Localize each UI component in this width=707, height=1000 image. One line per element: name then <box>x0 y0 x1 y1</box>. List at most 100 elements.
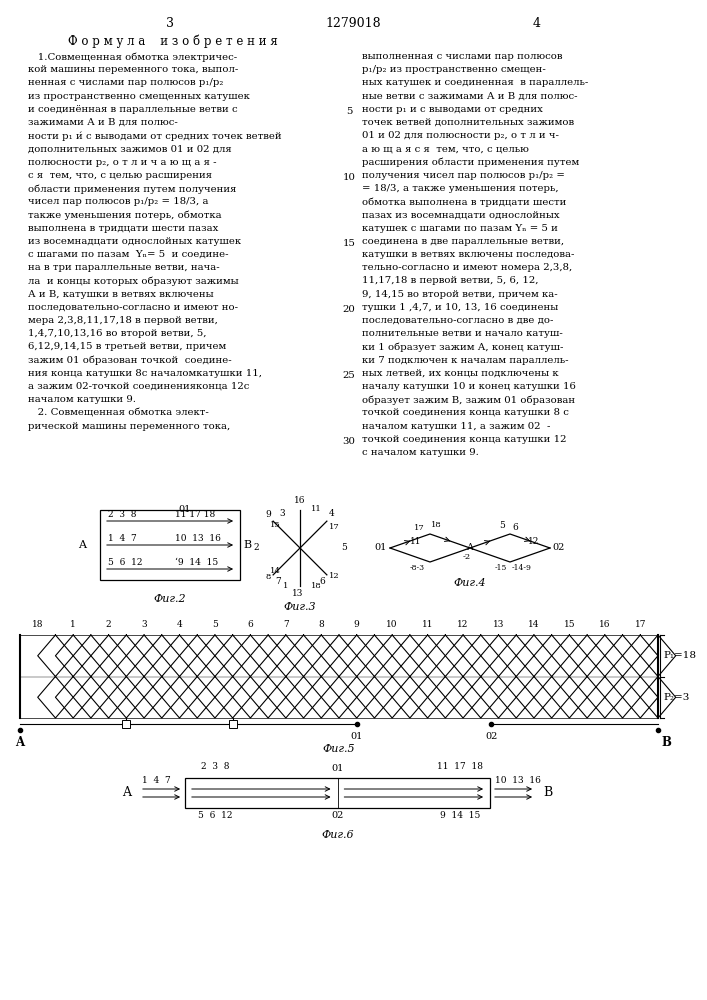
Text: 1  4  7: 1 4 7 <box>108 534 136 543</box>
Text: 6: 6 <box>512 523 518 532</box>
Text: 5: 5 <box>212 620 218 629</box>
Text: 4: 4 <box>177 620 182 629</box>
Text: 8: 8 <box>318 620 324 629</box>
Text: пазах из восемнадцати однослойных: пазах из восемнадцати однослойных <box>362 210 560 219</box>
Text: с началом катушки 9.: с началом катушки 9. <box>362 448 479 457</box>
Text: из восемнадцати однослойных катушек: из восемнадцати однослойных катушек <box>28 237 241 246</box>
Text: 10: 10 <box>343 173 356 182</box>
Text: A: A <box>467 544 474 552</box>
Text: Фиг.2: Фиг.2 <box>153 594 187 604</box>
Text: 15: 15 <box>270 521 281 529</box>
Text: 10: 10 <box>387 620 398 629</box>
Text: 2: 2 <box>106 620 112 629</box>
Text: 20: 20 <box>343 305 356 314</box>
Text: ‘9  14  15: ‘9 14 15 <box>175 558 218 567</box>
Text: соединена в две параллельные ветви,: соединена в две параллельные ветви, <box>362 237 564 246</box>
Bar <box>228 720 237 728</box>
Text: 01: 01 <box>332 764 344 773</box>
Text: 9: 9 <box>266 510 271 519</box>
Text: B: B <box>661 736 671 749</box>
Text: P₁=18: P₁=18 <box>663 651 696 660</box>
Text: 12: 12 <box>329 572 339 580</box>
Text: 01: 01 <box>179 505 191 514</box>
Text: P₂=3: P₂=3 <box>663 693 689 702</box>
Text: 3: 3 <box>166 17 174 30</box>
Text: тушки 1 ,4,7, и 10, 13, 16 соединены: тушки 1 ,4,7, и 10, 13, 16 соединены <box>362 303 559 312</box>
Text: 11 17 18: 11 17 18 <box>175 510 215 519</box>
Text: Фиг.6: Фиг.6 <box>321 830 354 840</box>
Text: получения чисел пар полюсов p₁/p₂ =: получения чисел пар полюсов p₁/p₂ = <box>362 171 565 180</box>
Text: 1.Совмещенная обмотка электричес-: 1.Совмещенная обмотка электричес- <box>28 52 237 62</box>
Text: 1,4,7,10,13,16 во второй ветви, 5,: 1,4,7,10,13,16 во второй ветви, 5, <box>28 329 206 338</box>
Text: Фиг.5: Фиг.5 <box>322 744 356 754</box>
Text: 16: 16 <box>294 496 305 505</box>
Text: области применения путем получения: области применения путем получения <box>28 184 236 194</box>
Text: A: A <box>122 786 132 800</box>
Text: 3: 3 <box>141 620 147 629</box>
Text: 6: 6 <box>247 620 253 629</box>
Text: началом катушки 11, а зажим 02  -: началом катушки 11, а зажим 02 - <box>362 422 550 431</box>
Text: 12: 12 <box>457 620 469 629</box>
Text: 2  3  8: 2 3 8 <box>201 762 229 771</box>
Text: 14: 14 <box>270 567 281 575</box>
Text: ных катушек и соединенная  в параллель-: ных катушек и соединенная в параллель- <box>362 78 588 87</box>
Text: катушки в ветвях включены последова-: катушки в ветвях включены последова- <box>362 250 574 259</box>
Text: Ф о р м у л а    и з о б р е т е н и я: Ф о р м у л а и з о б р е т е н и я <box>68 35 278 48</box>
Text: точкой соединения конца катушки 8 с: точкой соединения конца катушки 8 с <box>362 408 569 417</box>
Text: последовательно-согласно в две до-: последовательно-согласно в две до- <box>362 316 554 325</box>
Text: полюсности p₂, о т л и ч а ю щ а я -: полюсности p₂, о т л и ч а ю щ а я - <box>28 158 216 167</box>
Text: тельно-согласно и имеют номера 2,3,8,: тельно-согласно и имеют номера 2,3,8, <box>362 263 572 272</box>
Text: ки 7 подключен к началам параллель-: ки 7 подключен к началам параллель- <box>362 356 568 365</box>
Text: 01 и 02 для полюсности p₂, о т л и ч-: 01 и 02 для полюсности p₂, о т л и ч- <box>362 131 559 140</box>
Text: 2  3  8: 2 3 8 <box>108 510 136 519</box>
Text: зажимами А и В для полюс-: зажимами А и В для полюс- <box>28 118 177 127</box>
Bar <box>122 720 130 728</box>
Text: 30: 30 <box>343 437 356 446</box>
Text: 5: 5 <box>346 107 352 116</box>
Text: -8-3: -8-3 <box>410 564 425 572</box>
Text: 15: 15 <box>563 620 575 629</box>
Text: 01: 01 <box>351 732 363 741</box>
Text: 16: 16 <box>599 620 611 629</box>
Bar <box>185 778 490 808</box>
Text: 13: 13 <box>292 589 304 598</box>
Text: кой машины переменного тока, выпол-: кой машины переменного тока, выпол- <box>28 65 238 74</box>
Text: 18: 18 <box>32 620 43 629</box>
Text: точкой соединения конца катушки 12: точкой соединения конца катушки 12 <box>362 435 566 444</box>
Text: расширения области применения путем: расширения области применения путем <box>362 158 579 167</box>
Text: на в три параллельные ветви, нача-: на в три параллельные ветви, нача- <box>28 263 220 272</box>
Text: = 18/3, а также уменьшения потерь,: = 18/3, а также уменьшения потерь, <box>362 184 559 193</box>
Text: 25: 25 <box>343 371 356 380</box>
Text: 01: 01 <box>375 544 387 552</box>
Text: 18: 18 <box>431 521 442 529</box>
Text: 6: 6 <box>319 577 325 586</box>
Text: 4: 4 <box>329 509 334 518</box>
Text: p₁/p₂ из пространственно смещен-: p₁/p₂ из пространственно смещен- <box>362 65 546 74</box>
Text: катушек с шагами по пазам Yₙ = 5 и: катушек с шагами по пазам Yₙ = 5 и <box>362 224 558 233</box>
Text: 13: 13 <box>493 620 504 629</box>
Text: из пространственно смещенных катушек: из пространственно смещенных катушек <box>28 92 250 101</box>
Text: 6,12,9,14,15 в третьей ветви, причем: 6,12,9,14,15 в третьей ветви, причем <box>28 342 226 351</box>
Text: 1  4  7: 1 4 7 <box>142 776 171 785</box>
Text: 5: 5 <box>499 521 505 530</box>
Text: дополнительных зажимов 01 и 02 для: дополнительных зажимов 01 и 02 для <box>28 144 232 153</box>
Text: 5  6  12: 5 6 12 <box>108 558 143 567</box>
Text: 17: 17 <box>414 524 425 532</box>
Text: ния конца катушки 8с началомкатушки 11,: ния конца катушки 8с началомкатушки 11, <box>28 369 262 378</box>
Text: 02: 02 <box>552 544 564 552</box>
Text: 10  13  16: 10 13 16 <box>175 534 221 543</box>
Text: 17: 17 <box>634 620 646 629</box>
Text: -14-9: -14-9 <box>512 564 532 572</box>
Text: 17: 17 <box>329 523 339 531</box>
Text: A: A <box>78 540 86 550</box>
Text: 8: 8 <box>265 573 270 581</box>
Text: 18: 18 <box>311 582 322 590</box>
Text: мера 2,3,8,11,17,18 в первой ветви,: мера 2,3,8,11,17,18 в первой ветви, <box>28 316 218 325</box>
Text: выполнена в тридцати шести пазах: выполнена в тридцати шести пазах <box>28 224 218 233</box>
Text: Фиг.3: Фиг.3 <box>284 602 316 612</box>
Text: началу катушки 10 и конец катушки 16: началу катушки 10 и конец катушки 16 <box>362 382 576 391</box>
Text: а ю щ а я с я  тем, что, с целью: а ю щ а я с я тем, что, с целью <box>362 144 529 153</box>
Text: 14: 14 <box>528 620 539 629</box>
Text: 02: 02 <box>332 811 344 820</box>
Text: 11: 11 <box>422 620 433 629</box>
